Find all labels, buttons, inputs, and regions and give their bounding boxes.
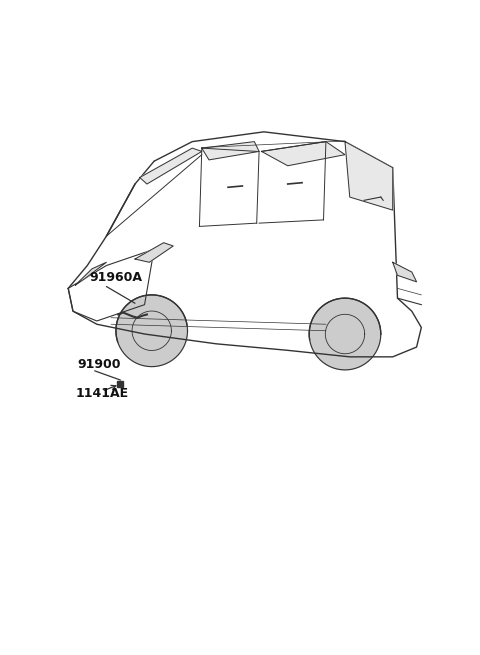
Polygon shape bbox=[116, 295, 188, 367]
Polygon shape bbox=[202, 141, 259, 160]
Polygon shape bbox=[75, 262, 107, 285]
Polygon shape bbox=[262, 141, 345, 166]
Text: 1141AE: 1141AE bbox=[75, 387, 129, 400]
Text: 91960A: 91960A bbox=[90, 271, 143, 284]
Polygon shape bbox=[345, 141, 393, 210]
Polygon shape bbox=[393, 262, 417, 282]
Polygon shape bbox=[140, 148, 202, 184]
Polygon shape bbox=[309, 298, 381, 370]
Polygon shape bbox=[135, 243, 173, 262]
Text: 91900: 91900 bbox=[78, 358, 121, 371]
